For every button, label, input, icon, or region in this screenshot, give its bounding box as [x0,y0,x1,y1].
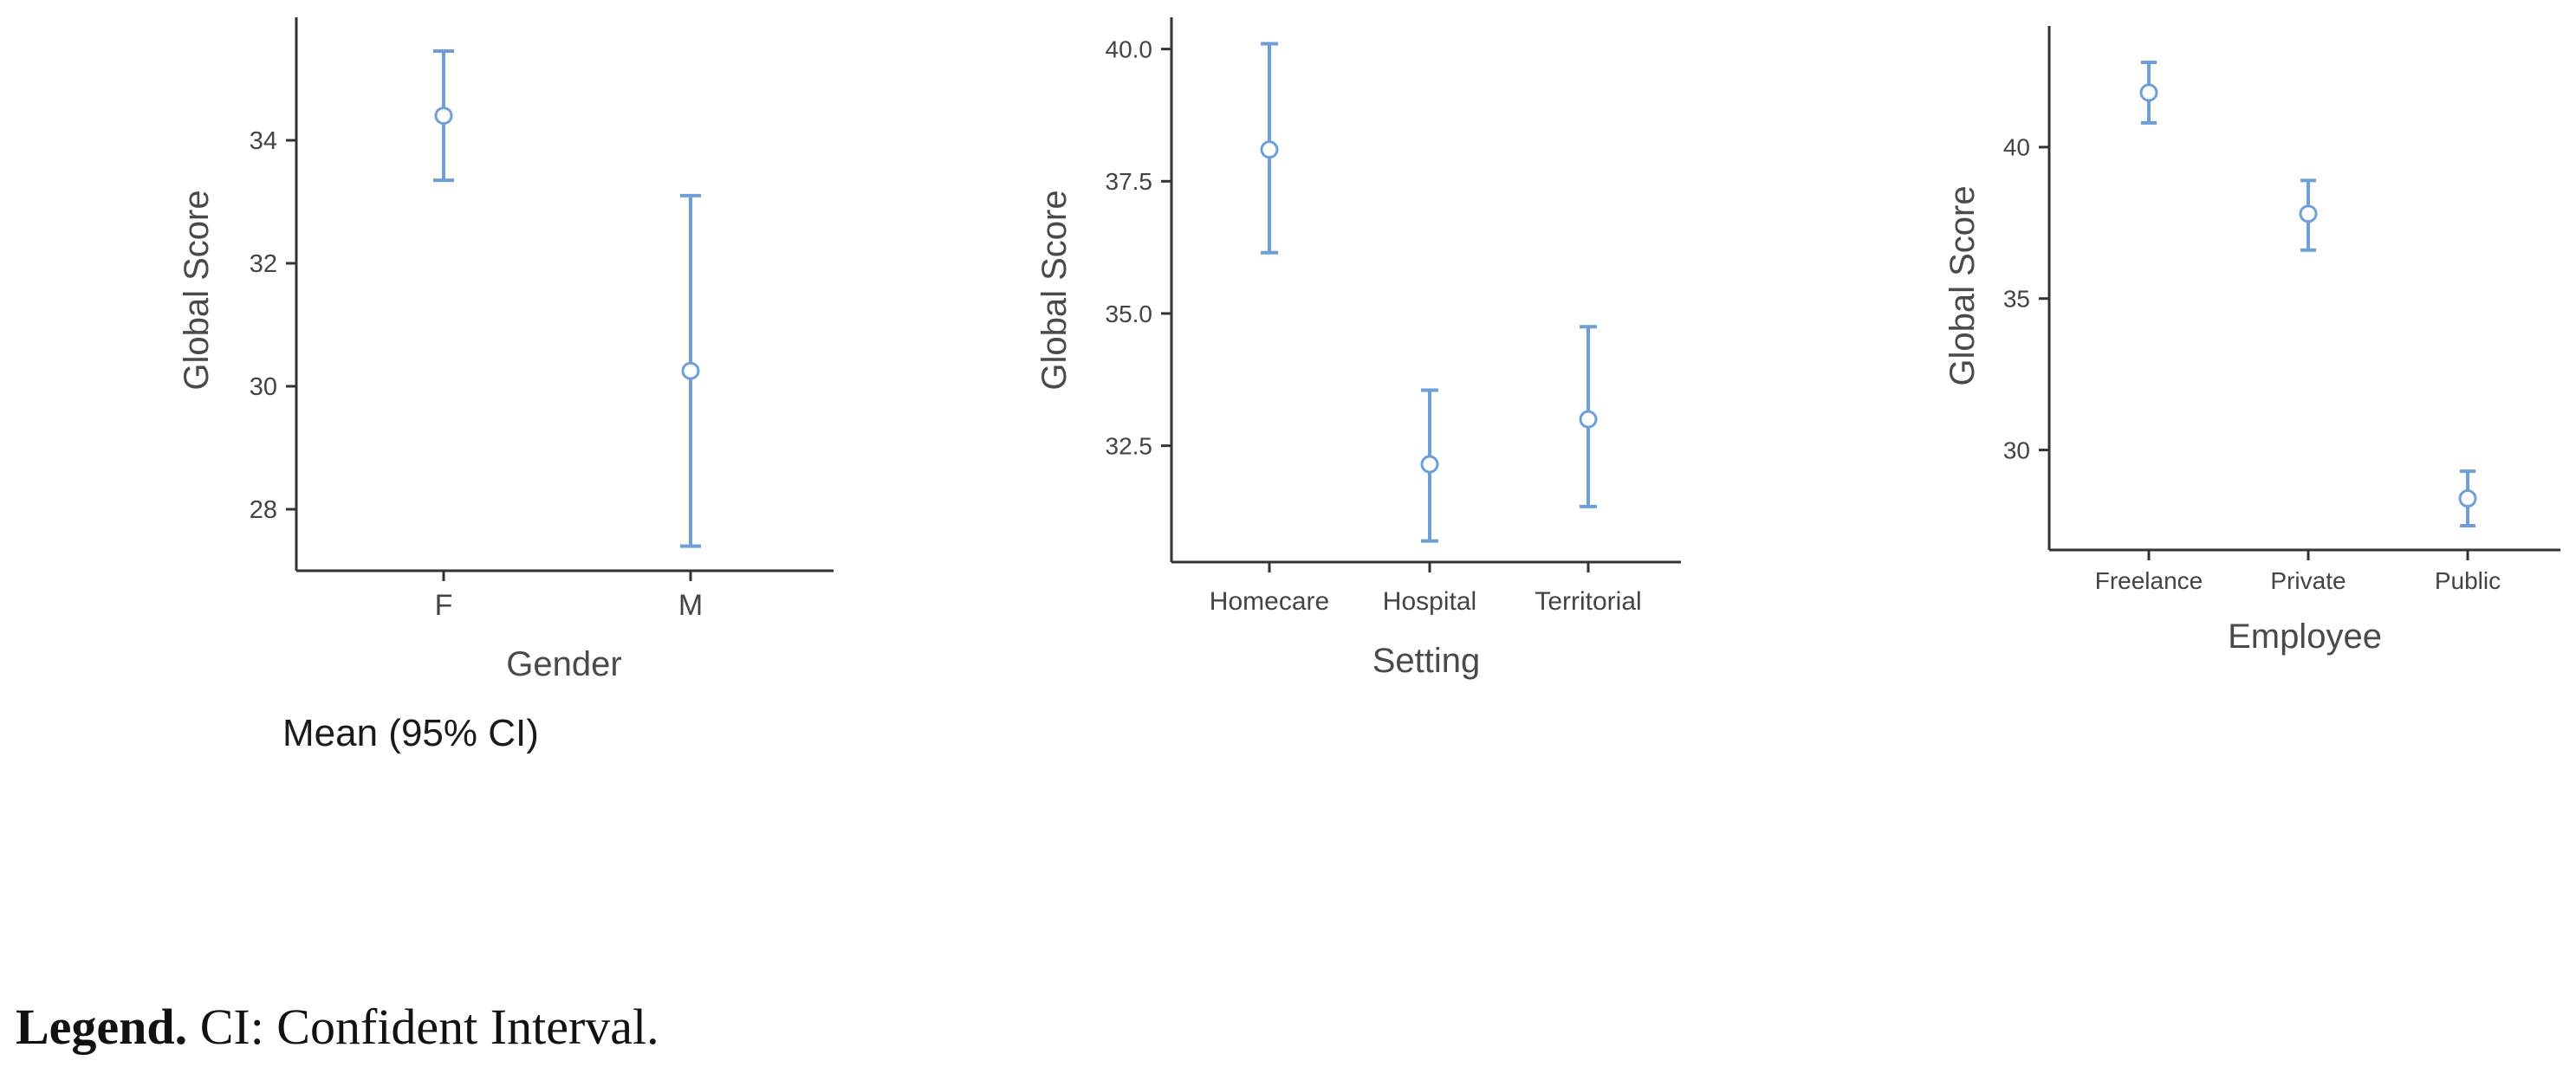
x-tick-label: Private [2270,567,2346,594]
figure-legend: Legend. CI: Confident Interval. [16,998,659,1056]
legend-text: CI: Confident Interval. [199,999,659,1055]
x-tick-label: Freelance [2095,567,2203,594]
y-tick-label: 34 [250,127,277,155]
y-axis-label: Global Score [1943,185,1982,385]
chart-caption: Mean (95% CI) [282,712,539,754]
y-tick-label: 35 [2003,286,2030,313]
mean-point [1420,455,1439,474]
x-axis-label: Setting [1372,642,1481,680]
y-axis-label: Global Score [1035,190,1074,390]
x-axis-label: Employee [2228,618,2382,656]
y-tick-label: 30 [2003,437,2030,463]
y-tick-label: 40.0 [1106,36,1153,62]
y-tick-label: 28 [250,496,277,524]
x-axis-label: Gender [506,645,621,683]
y-tick-label: 32 [250,250,277,278]
x-tick-label: F [435,589,453,622]
x-tick-label: Territorial [1535,587,1641,616]
x-tick-label: Homecare [1210,587,1329,616]
legend-label: Legend. [16,999,188,1055]
x-tick-label: M [678,589,703,622]
mean-point [2139,83,2158,102]
figure: Global Score Gender 28 30 32 34 F M Global Sc… [178,17,2560,683]
chart-employee: Global Score Employee 30 35 40 Freelance Pri… [1943,26,2560,656]
y-tick-label: 30 [250,373,277,401]
mean-point [2458,489,2477,508]
y-tick-label: 35.0 [1106,301,1153,327]
x-tick-label: Hospital [1383,587,1476,616]
y-tick-label: 32.5 [1106,432,1153,459]
mean-point [1579,410,1598,429]
mean-point [1260,140,1279,159]
x-tick-label: Public [2435,567,2501,594]
chart-gender: Global Score Gender 28 30 32 34 F M [178,17,834,683]
y-tick-label: 37.5 [1106,168,1153,195]
mean-point [2299,204,2318,223]
mean-point [434,107,453,126]
y-tick-label: 40 [2003,134,2030,161]
chart-setting: Global Score Setting 32.5 35.0 37.5 40.0 Hom… [1035,17,1681,680]
mean-point [681,361,700,380]
y-axis-label: Global Score [178,190,216,390]
